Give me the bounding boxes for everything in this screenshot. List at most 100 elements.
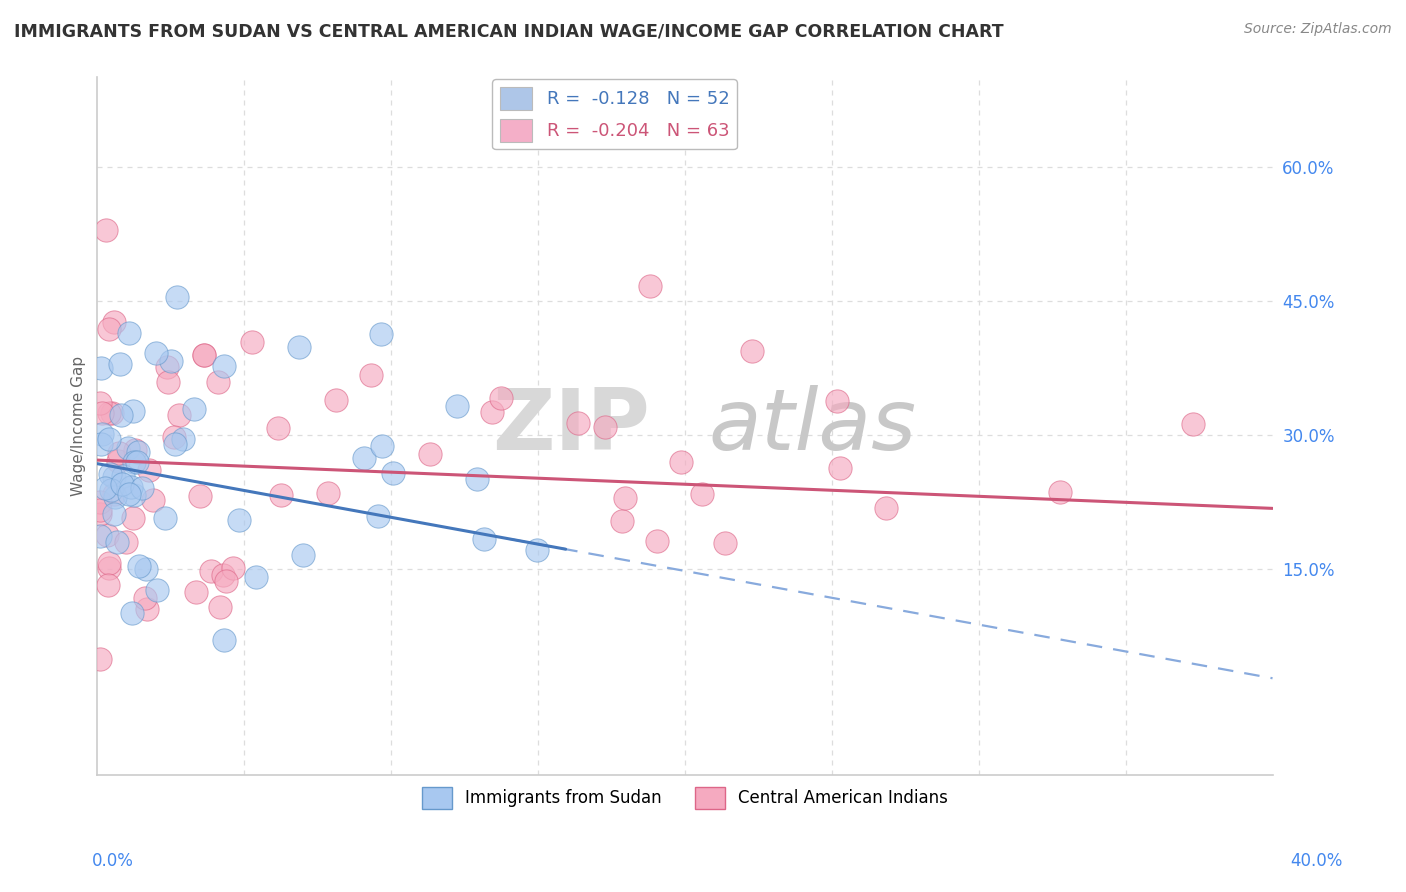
Point: [163, 430, 186, 444]
Point: [228, 513, 250, 527]
Point: [713, 535, 735, 549]
Point: [103, 315, 125, 329]
Point: [118, 326, 141, 340]
Point: [122, 404, 145, 418]
Point: [124, 443, 146, 458]
Point: [131, 481, 153, 495]
Point: [142, 492, 165, 507]
Point: [103, 487, 125, 501]
Point: [111, 476, 134, 491]
Point: [741, 343, 763, 358]
Point: [96, 223, 118, 237]
Point: [465, 471, 488, 485]
Text: IMMIGRANTS FROM SUDAN VS CENTRAL AMERICAN INDIAN WAGE/INCOME GAP CORRELATION CHA: IMMIGRANTS FROM SUDAN VS CENTRAL AMERICA…: [14, 22, 1004, 40]
Point: [122, 455, 145, 469]
Point: [291, 549, 314, 563]
Point: [367, 508, 389, 523]
Point: [111, 469, 134, 483]
Point: [825, 394, 848, 409]
Point: [1049, 485, 1071, 500]
Point: [353, 451, 375, 466]
Point: [242, 334, 264, 349]
Point: [183, 402, 205, 417]
Point: [472, 532, 495, 546]
Point: [145, 346, 167, 360]
Point: [419, 447, 441, 461]
Point: [270, 488, 292, 502]
Point: [325, 393, 347, 408]
Point: [103, 470, 125, 484]
Point: [671, 455, 693, 469]
Text: Source: ZipAtlas.com: Source: ZipAtlas.com: [1244, 22, 1392, 37]
Point: [190, 490, 212, 504]
Point: [267, 421, 290, 435]
Point: [491, 391, 513, 405]
Point: [146, 583, 169, 598]
Point: [100, 406, 122, 420]
Point: [526, 543, 548, 558]
Point: [90, 406, 112, 420]
Point: [184, 585, 207, 599]
Text: atlas: atlas: [709, 384, 917, 467]
Point: [90, 437, 112, 451]
Point: [318, 486, 340, 500]
Point: [370, 326, 392, 341]
Point: [89, 652, 111, 666]
Point: [567, 416, 589, 430]
Point: [98, 406, 121, 420]
Point: [245, 570, 267, 584]
Point: [135, 601, 157, 615]
Point: [107, 453, 129, 467]
Point: [446, 399, 468, 413]
Point: [645, 534, 668, 549]
Point: [127, 445, 149, 459]
Point: [120, 480, 142, 494]
Point: [90, 426, 112, 441]
Point: [98, 322, 121, 336]
Point: [207, 375, 229, 389]
Point: [89, 495, 111, 509]
Point: [212, 359, 235, 374]
Point: [110, 357, 132, 371]
Text: ZIP: ZIP: [492, 384, 650, 467]
Point: [98, 556, 121, 570]
Point: [288, 340, 311, 354]
Point: [690, 486, 713, 500]
Point: [212, 568, 235, 582]
Point: [163, 437, 186, 451]
Point: [118, 486, 141, 500]
Point: [481, 405, 503, 419]
Point: [122, 488, 145, 502]
Point: [875, 500, 897, 515]
Point: [193, 348, 215, 362]
Point: [117, 441, 139, 455]
Point: [90, 361, 112, 376]
Point: [98, 432, 121, 446]
Point: [138, 463, 160, 477]
Point: [193, 348, 215, 362]
Point: [94, 481, 117, 495]
Point: [122, 511, 145, 525]
Point: [166, 290, 188, 304]
Point: [89, 507, 111, 521]
Point: [610, 515, 633, 529]
Point: [640, 279, 662, 293]
Text: 0.0%: 0.0%: [91, 852, 134, 870]
Point: [98, 561, 121, 575]
Point: [96, 528, 118, 542]
Point: [215, 574, 238, 588]
Point: [614, 491, 637, 505]
Point: [115, 534, 138, 549]
Point: [214, 633, 236, 648]
Point: [121, 606, 143, 620]
Text: 40.0%: 40.0%: [1291, 852, 1343, 870]
Point: [135, 561, 157, 575]
Point: [156, 359, 179, 374]
Point: [89, 529, 111, 543]
Point: [200, 564, 222, 578]
Point: [89, 503, 111, 517]
Point: [221, 561, 243, 575]
Point: [155, 511, 177, 525]
Point: [169, 408, 191, 422]
Point: [595, 419, 617, 434]
